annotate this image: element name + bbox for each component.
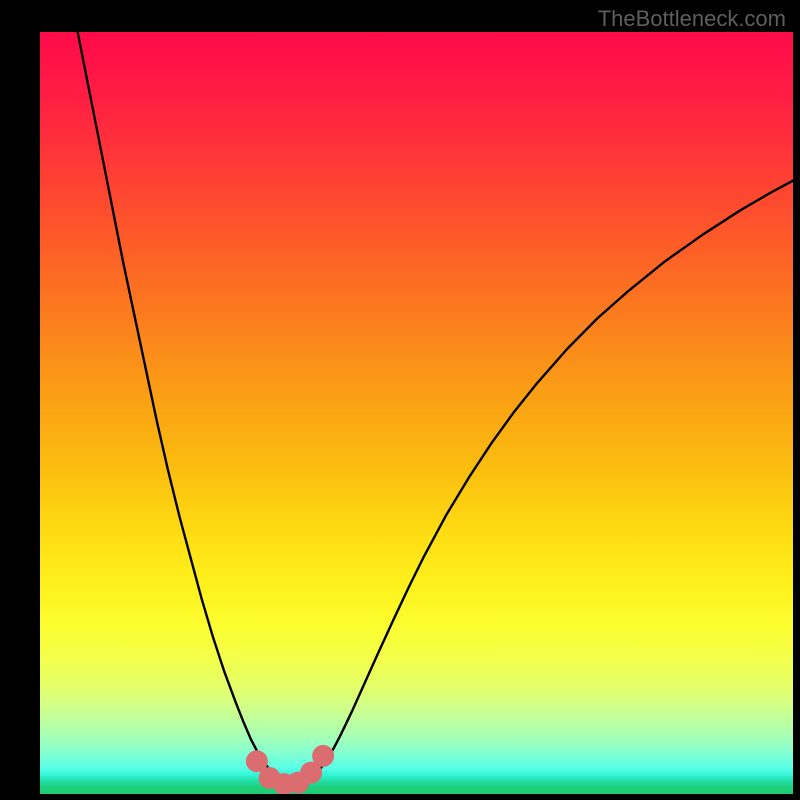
bottleneck-curve: [78, 32, 793, 785]
marker-group: [246, 745, 334, 794]
chart-container: TheBottleneck.com: [0, 0, 800, 800]
watermark-text: TheBottleneck.com: [598, 6, 786, 32]
plot-area: [40, 32, 793, 794]
curve-layer: [40, 32, 793, 794]
curve-marker: [312, 745, 334, 767]
